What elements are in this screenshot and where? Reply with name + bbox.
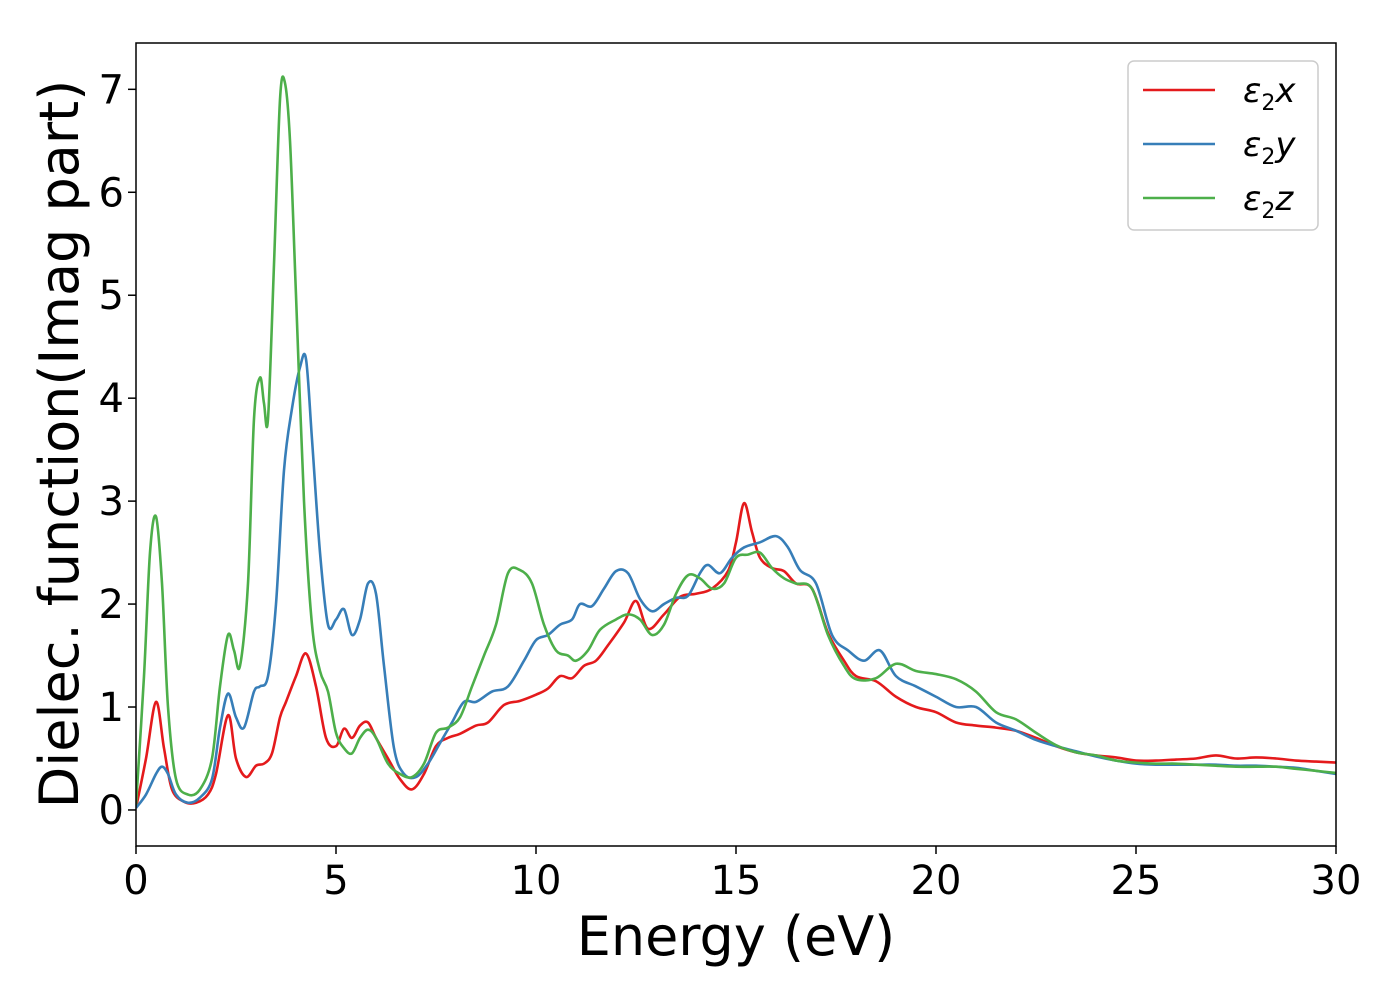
- legend: ε2x ε2y ε2z: [1127, 60, 1319, 231]
- y-tick-label: 7: [99, 67, 124, 113]
- legend-label-x: ε2x: [1243, 71, 1296, 116]
- x-tick-label: 5: [323, 858, 348, 904]
- y-tick-label: 5: [99, 273, 124, 319]
- y-tick-label: 0: [99, 788, 124, 834]
- x-tick-label: 20: [911, 858, 962, 904]
- x-axis-ticks: 0 5 10 15 20 25 30: [123, 846, 1361, 904]
- y-tick-label: 4: [99, 376, 124, 422]
- y-tick-label: 1: [99, 685, 124, 731]
- series-line-y: [136, 352, 1336, 809]
- legend-box: [1127, 60, 1319, 231]
- y-tick-label: 3: [99, 479, 124, 525]
- legend-label-y: ε2y: [1243, 125, 1296, 170]
- x-tick-label: 0: [123, 858, 148, 904]
- legend-label-z: ε2z: [1243, 179, 1294, 224]
- y-axis-ticks: 0 1 2 3 4 5 6 7: [99, 67, 136, 834]
- x-axis-label: Energy (eV): [577, 905, 896, 968]
- y-tick-label: 6: [99, 170, 124, 216]
- x-tick-label: 25: [1111, 858, 1162, 904]
- series-line-z: [136, 75, 1336, 805]
- y-axis-label: Dielec. function(Imag part): [28, 80, 91, 809]
- series-layer: [136, 75, 1336, 809]
- x-tick-label: 30: [1311, 858, 1362, 904]
- y-tick-label: 2: [99, 582, 124, 628]
- x-tick-label: 10: [511, 858, 562, 904]
- x-tick-label: 15: [711, 858, 762, 904]
